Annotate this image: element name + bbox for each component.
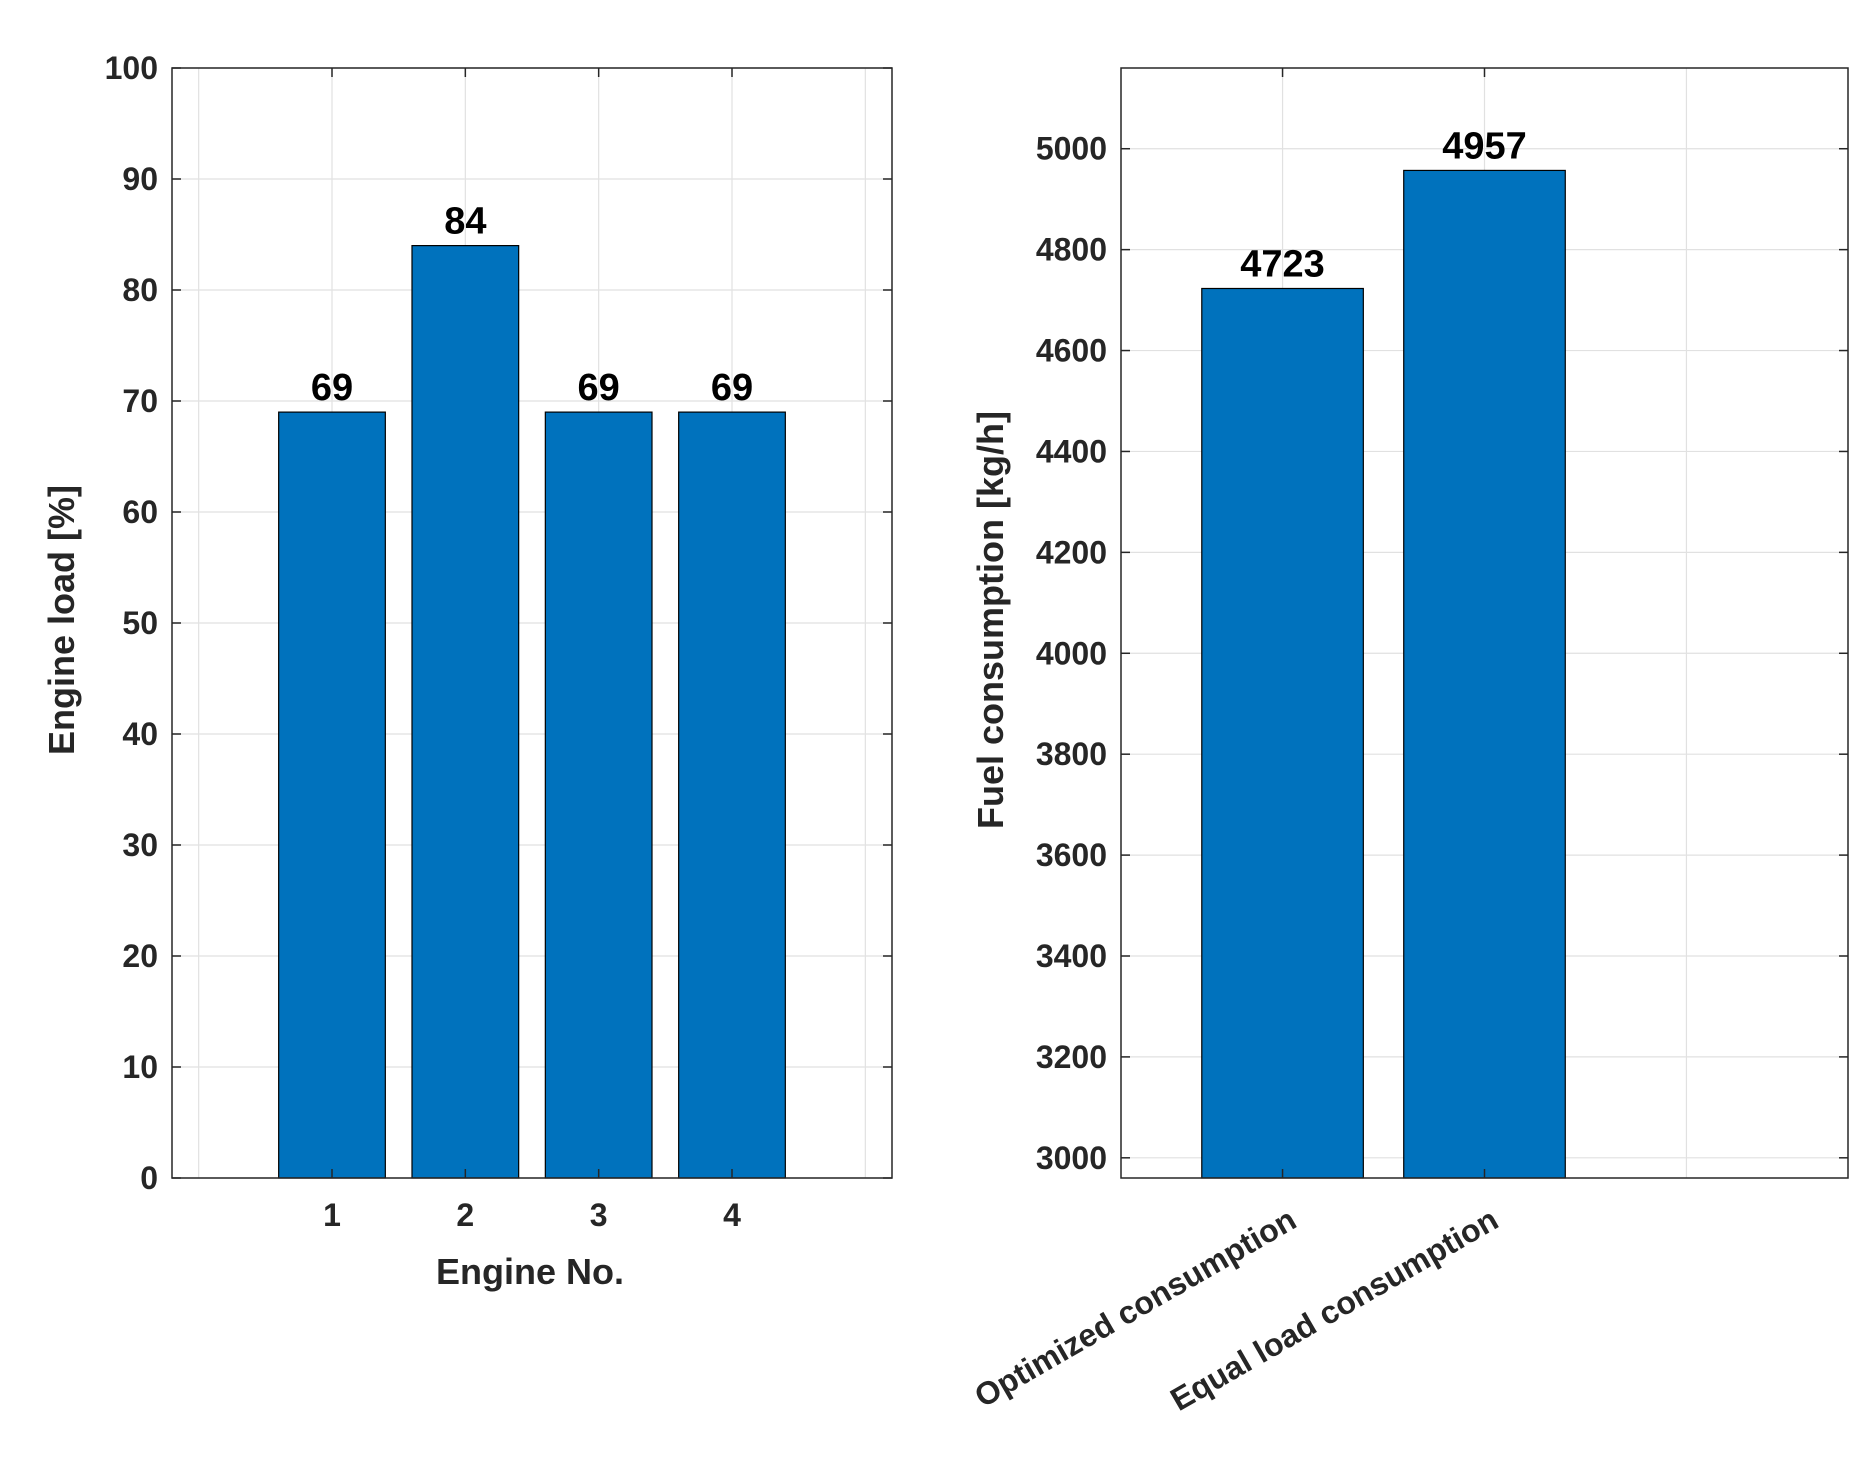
x-tick-label: 4 — [723, 1197, 741, 1233]
y-tick-label: 4200 — [1036, 534, 1107, 570]
x-tick-label: 3 — [590, 1197, 608, 1233]
engine-load-chart: 0 10 20 30 40 50 60 70 80 90 100 1 2 3 4 69 84 69 69 Engi… — [41, 50, 893, 1292]
x-tick-label: 1 — [323, 1197, 341, 1233]
y-tick-label: 70 — [122, 383, 158, 419]
data-labels: 69 84 69 69 — [311, 201, 753, 410]
bars — [1201, 169, 1566, 1179]
y-tick-label: 0 — [140, 1160, 158, 1196]
y-tick-label: 3200 — [1036, 1039, 1107, 1075]
y-tick-label: 4800 — [1036, 232, 1107, 268]
data-label: 69 — [578, 367, 620, 409]
bar — [544, 411, 653, 1179]
bar — [678, 411, 786, 1179]
y-tick-label: 40 — [122, 716, 158, 752]
y-tick-label: 30 — [122, 827, 158, 863]
x-tick-label: 2 — [456, 1197, 474, 1233]
y-axis-label: Engine load [%] — [41, 485, 82, 755]
y-tick-label: 3600 — [1036, 837, 1107, 873]
y-tick-label: 100 — [105, 50, 158, 86]
y-tick-label: 4600 — [1036, 333, 1107, 369]
data-label: 4723 — [1240, 243, 1325, 285]
y-tick-label: 4000 — [1036, 635, 1107, 671]
y-tick-label: 60 — [122, 494, 158, 530]
y-tick-label: 10 — [122, 1049, 158, 1085]
y-tick-label: 80 — [122, 272, 158, 308]
y-tick-label: 5000 — [1036, 131, 1107, 167]
y-tick-label: 50 — [122, 605, 158, 641]
bars — [278, 245, 786, 1179]
y-tick-label: 20 — [122, 938, 158, 974]
data-labels: 4723 4957 — [1240, 125, 1526, 285]
bar — [411, 245, 520, 1179]
y-tick-label: 90 — [122, 161, 158, 197]
bar — [1201, 287, 1364, 1179]
bar — [278, 411, 386, 1179]
y-axis-label: Fuel consumption [kg/h] — [970, 411, 1011, 829]
y-tick-label: 3400 — [1036, 938, 1107, 974]
data-label: 69 — [711, 367, 753, 409]
y-tick-label: 3800 — [1036, 736, 1107, 772]
bar — [1403, 169, 1566, 1179]
x-axis-label: Engine No. — [436, 1251, 624, 1292]
data-label: 4957 — [1442, 125, 1527, 167]
y-tick-label: 4400 — [1036, 433, 1107, 469]
ticks: 0 10 20 30 40 50 60 70 80 90 100 1 2 3 4 — [105, 50, 892, 1233]
data-label: 84 — [444, 201, 486, 243]
y-tick-label: 3000 — [1036, 1140, 1107, 1176]
data-label: 69 — [311, 367, 353, 409]
